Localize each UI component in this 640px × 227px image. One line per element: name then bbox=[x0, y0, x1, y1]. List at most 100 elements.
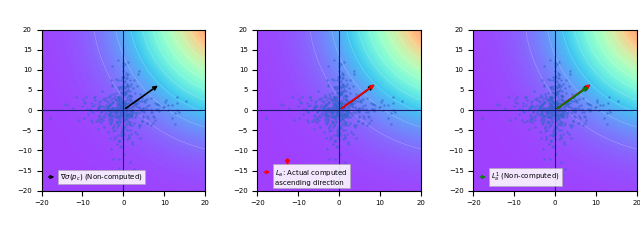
Point bbox=[334, 76, 344, 80]
Point bbox=[323, 100, 333, 104]
Point bbox=[550, 114, 561, 118]
Point bbox=[330, 105, 340, 109]
Point bbox=[564, 98, 575, 102]
Point bbox=[550, 90, 560, 93]
Point bbox=[344, 110, 355, 114]
Point bbox=[323, 64, 333, 68]
Point bbox=[572, 98, 582, 101]
Point bbox=[536, 112, 546, 116]
Point bbox=[549, 92, 559, 96]
Point bbox=[340, 114, 351, 117]
Point bbox=[340, 112, 350, 116]
Point bbox=[96, 110, 106, 114]
Point bbox=[332, 104, 342, 108]
Point bbox=[538, 109, 548, 113]
Point bbox=[330, 104, 340, 107]
Point bbox=[581, 101, 591, 105]
Point bbox=[114, 109, 124, 112]
Point bbox=[551, 100, 561, 103]
Point bbox=[107, 114, 117, 118]
Point bbox=[111, 111, 122, 115]
Point bbox=[341, 98, 351, 101]
Point bbox=[330, 139, 340, 143]
Point bbox=[338, 76, 348, 80]
Point bbox=[362, 123, 372, 127]
Point bbox=[552, 118, 562, 121]
Point bbox=[307, 109, 317, 112]
Point bbox=[544, 99, 554, 103]
Point bbox=[111, 111, 122, 114]
Point bbox=[347, 102, 357, 106]
Point bbox=[340, 94, 350, 97]
Point bbox=[77, 105, 87, 108]
Point bbox=[296, 101, 307, 105]
Point bbox=[554, 112, 564, 116]
Point bbox=[324, 106, 334, 109]
Point bbox=[557, 98, 567, 101]
Point bbox=[554, 84, 564, 87]
Point bbox=[549, 107, 559, 110]
Point bbox=[564, 105, 575, 109]
Point bbox=[123, 105, 133, 109]
Point bbox=[113, 103, 123, 107]
Point bbox=[566, 125, 576, 129]
Point bbox=[121, 76, 131, 80]
Point bbox=[117, 126, 127, 130]
Point bbox=[138, 114, 148, 118]
Point bbox=[592, 99, 602, 102]
Point bbox=[341, 99, 351, 103]
Point bbox=[604, 101, 614, 105]
Point bbox=[71, 95, 81, 99]
Point bbox=[116, 100, 127, 103]
Point bbox=[553, 82, 563, 86]
Point bbox=[557, 133, 568, 136]
Point bbox=[321, 117, 332, 121]
Point bbox=[556, 160, 566, 163]
Point bbox=[116, 90, 126, 94]
Point bbox=[325, 94, 335, 97]
Point bbox=[397, 100, 407, 103]
Point bbox=[548, 109, 559, 112]
Point bbox=[172, 109, 182, 112]
Text: $\nabla\sigma(p_c)$ (Non-computed): $\nabla\sigma(p_c)$ (Non-computed) bbox=[60, 172, 143, 182]
Point bbox=[565, 123, 575, 127]
Text: $L_a$: Actual computed
ascending direction: $L_a$: Actual computed ascending directi… bbox=[275, 168, 348, 186]
Point bbox=[335, 119, 345, 123]
Point bbox=[334, 61, 344, 64]
Point bbox=[537, 120, 547, 124]
Point bbox=[340, 113, 351, 117]
Point bbox=[513, 96, 523, 99]
Point bbox=[550, 107, 560, 111]
Point bbox=[118, 107, 129, 111]
Point bbox=[335, 91, 346, 95]
Point bbox=[319, 108, 330, 111]
Point bbox=[342, 82, 352, 86]
Point bbox=[91, 119, 101, 123]
Point bbox=[337, 113, 347, 117]
Point bbox=[510, 116, 520, 119]
Point bbox=[126, 82, 136, 86]
Point bbox=[154, 109, 164, 112]
Point bbox=[543, 111, 553, 115]
Point bbox=[552, 93, 562, 96]
Point bbox=[322, 114, 332, 118]
Point bbox=[328, 125, 338, 129]
Point bbox=[310, 114, 320, 118]
Point bbox=[543, 77, 553, 81]
Point bbox=[539, 83, 549, 86]
Point bbox=[115, 104, 125, 107]
Point bbox=[555, 134, 565, 137]
Point bbox=[527, 116, 538, 120]
Point bbox=[314, 108, 324, 111]
Point bbox=[313, 89, 323, 93]
Point bbox=[118, 116, 129, 120]
Point bbox=[135, 107, 145, 111]
Point bbox=[552, 101, 562, 104]
Point bbox=[119, 125, 129, 129]
Point bbox=[133, 72, 143, 76]
Point bbox=[509, 105, 519, 108]
Point bbox=[535, 106, 545, 110]
Point bbox=[548, 100, 558, 103]
Point bbox=[591, 100, 602, 104]
Point bbox=[114, 166, 124, 169]
